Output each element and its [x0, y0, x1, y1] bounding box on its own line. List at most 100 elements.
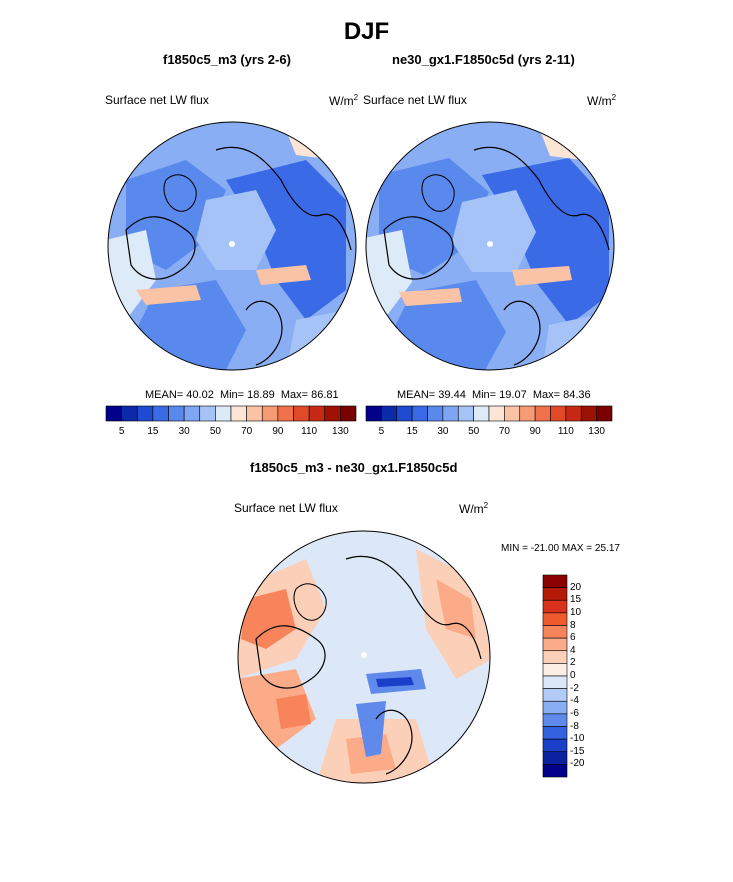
panel-2-colorbar-tick-label: 5 — [378, 426, 385, 437]
difference-colorbar-box — [542, 599, 568, 614]
panel-1-colorbar-box — [230, 405, 247, 422]
panel-1-units: W/m2 — [329, 93, 358, 108]
panel-2-units-exp: 2 — [611, 93, 617, 102]
panel-2-field — [366, 122, 614, 370]
panel-1-colorbar-tick-label: 70 — [241, 426, 253, 437]
panel-1-colorbar-box — [246, 405, 263, 422]
difference-colorbar-box — [542, 587, 568, 601]
panel-2-colorbar-tick-label: 15 — [406, 426, 418, 437]
panel-1-max-label: Max= — [280, 389, 309, 401]
panel-2-colorbar-box — [427, 405, 444, 422]
panel-2-colorbar-box — [396, 405, 413, 422]
panel-2-colorbar-tick-label: 30 — [437, 426, 449, 437]
panel-2-colorbar-tick-label: 130 — [588, 426, 605, 437]
difference-colorbar-box — [542, 625, 568, 639]
panel-1-field — [108, 122, 356, 370]
panel-1-colorbar-tick-label: 110 — [301, 426, 318, 437]
panel-2-colorbar-tick-label: 90 — [529, 426, 541, 437]
difference-colorbar-tick-label: 8 — [570, 619, 576, 631]
difference-title: f1850c5_m3 - ne30_gx1.F1850c5d — [250, 460, 458, 475]
panel-2-colorbar-box — [580, 405, 597, 422]
difference-colorbar-tick-label: 15 — [570, 594, 582, 606]
panel-1-colorbar-box — [168, 405, 185, 422]
difference-colorbar-box — [542, 688, 568, 702]
panel-2-colorbar-box — [565, 405, 582, 422]
panel-1-colorbar-tick-label: 130 — [332, 426, 349, 437]
panel-2-mean: 39.44 — [438, 389, 466, 401]
panel-2-colorbar-tick-label: 70 — [498, 426, 510, 437]
panel-1-colorbar-tick-label: 30 — [178, 426, 190, 437]
panel-2-colorbar-tick-label: 50 — [468, 426, 480, 437]
panel-2-colorbar-box — [365, 405, 382, 422]
difference-colorbar-box — [542, 612, 568, 626]
panel-1-mean: 40.02 — [186, 389, 214, 401]
difference-colorbar-box — [542, 675, 568, 689]
difference-colorbar-box — [542, 700, 568, 715]
panel-1-colorbar — [105, 405, 357, 422]
difference-colorbar-tick-label: -2 — [570, 682, 579, 694]
panel-1-title: f1850c5_m3 (yrs 2-6) — [163, 52, 291, 67]
panel-1-max: 86.81 — [311, 389, 339, 401]
panel-2-colorbar-box — [381, 405, 398, 422]
panel-1-units-base: W/m — [329, 94, 354, 108]
panel-1-colorbar-box — [261, 405, 279, 422]
difference-colorbar-box — [542, 650, 568, 664]
panel-2-min-label: Min= — [471, 389, 497, 401]
difference-colorbar-tick-label: -6 — [570, 707, 579, 719]
difference-colorbar-tick-label: 2 — [570, 657, 576, 669]
difference-colorbar-box — [542, 713, 568, 727]
panel-2-max: 84.36 — [563, 389, 591, 401]
panel-2-colorbar-tick-label: 110 — [557, 426, 574, 437]
panel-1-variable: Surface net LW flux — [105, 93, 209, 107]
panel-2-mean-label: MEAN= — [397, 389, 436, 401]
panel-2-colorbar-box — [534, 405, 551, 422]
panel-1-colorbar-box — [277, 405, 294, 422]
panel-1-colorbar-box — [215, 405, 232, 422]
panel-2-colorbar-box — [550, 405, 567, 422]
difference-colorbar-box — [542, 574, 568, 588]
difference-colorbar-box — [542, 738, 568, 753]
panel-2-min: 19.07 — [499, 389, 527, 401]
difference-colorbar-box — [542, 751, 568, 765]
difference-colorbar-box — [542, 726, 568, 740]
panel-2-stats: MEAN= 39.44 Min= 19.07 Max= 84.36 — [397, 389, 591, 401]
difference-variable: Surface net LW flux — [234, 501, 338, 515]
difference-colorbar-box — [542, 764, 568, 778]
figure-title: DJF — [343, 18, 390, 45]
difference-colorbar-box — [542, 663, 568, 677]
difference-colorbar-box — [542, 637, 568, 652]
panel-2-variable: Surface net LW flux — [363, 93, 467, 107]
panel-2-max-label: Max= — [532, 389, 561, 401]
panel-1-units-exp: 2 — [353, 93, 359, 102]
difference-field — [238, 531, 490, 783]
panel-1-colorbar-box — [199, 405, 216, 422]
panel-2-colorbar-box — [488, 405, 505, 422]
difference-colorbar-tick-label: 6 — [570, 632, 576, 644]
panel-1-colorbar-tick-label: 90 — [272, 426, 284, 437]
panel-1-colorbar-box — [121, 405, 138, 422]
panel-2-colorbar-box — [457, 405, 474, 422]
panel-1-colorbar-box — [152, 405, 169, 422]
panel-2-map — [365, 121, 615, 371]
panel-1-colorbar-tick-label: 15 — [147, 426, 159, 437]
panel-1-colorbar-box — [308, 405, 326, 422]
panel-1-colorbar-box — [324, 405, 341, 422]
difference-colorbar-tick-label: 20 — [570, 581, 582, 593]
panel-2-colorbar-box — [504, 405, 521, 422]
panel-1-mean-label: MEAN= — [145, 389, 184, 401]
difference-colorbar-tick-label: -20 — [570, 758, 585, 770]
panel-2-colorbar-box — [519, 405, 536, 422]
difference-colorbar-tick-label: 10 — [570, 606, 582, 618]
difference-colorbar-tick-label: -10 — [570, 733, 585, 745]
difference-units-base: W/m — [459, 502, 484, 516]
panel-2-units-base: W/m — [587, 94, 612, 108]
difference-units-exp: 2 — [483, 501, 489, 510]
panel-1-colorbar-tick-label: 5 — [118, 426, 125, 437]
difference-minmax: MIN = -21.00 MAX = 25.17 — [501, 543, 620, 554]
panel-2-colorbar-box — [442, 405, 459, 422]
panel-1-colorbar-box — [183, 405, 201, 422]
difference-units: W/m2 — [459, 501, 488, 516]
difference-colorbar-tick-label: -15 — [570, 745, 585, 757]
panel-2-units: W/m2 — [587, 93, 616, 108]
panel-2-colorbar-box — [473, 405, 490, 422]
